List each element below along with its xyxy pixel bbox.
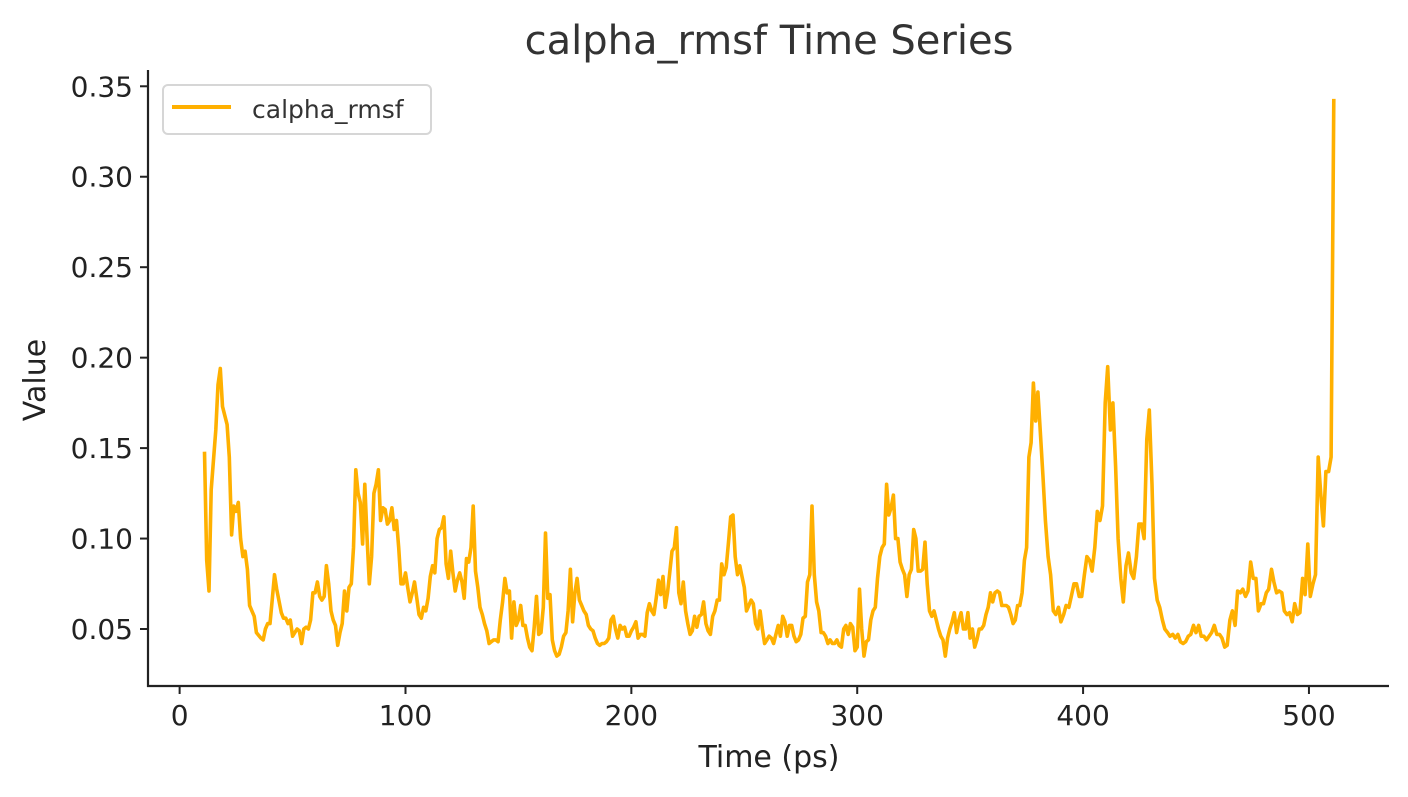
x-tick-label: 0 <box>171 699 189 732</box>
legend-box <box>162 84 432 135</box>
y-tick-label: 0.25 <box>71 251 133 284</box>
y-tick-label: 0.35 <box>71 70 133 103</box>
y-tick-label: 0.30 <box>71 161 133 194</box>
plot-area <box>202 98 1336 658</box>
y-tick-label: 0.05 <box>71 613 133 646</box>
y-ticks: 0.05 0.10 0.15 0.20 0.25 0.30 0.35 <box>71 70 148 646</box>
x-tick-label: 400 <box>1056 699 1109 732</box>
x-tick-label: 100 <box>379 699 432 732</box>
x-tick-label: 200 <box>605 699 658 732</box>
y-axis-label: Value <box>18 339 53 421</box>
x-tick-label: 300 <box>830 699 883 732</box>
legend-label: calpha_rmsf <box>252 95 405 124</box>
y-tick-label: 0.20 <box>71 342 133 375</box>
x-tick-label: 500 <box>1282 699 1335 732</box>
y-tick-label: 0.10 <box>71 523 133 556</box>
x-axis-label: Time (ps) <box>697 740 839 775</box>
y-tick-label: 0.15 <box>71 432 133 465</box>
legend: calpha_rmsf <box>162 84 432 135</box>
chart-title: calpha_rmsf Time Series <box>525 18 1014 64</box>
series-line-calpha_rmsf <box>202 98 1336 658</box>
x-ticks: 0 100 200 300 400 500 <box>171 686 1336 732</box>
